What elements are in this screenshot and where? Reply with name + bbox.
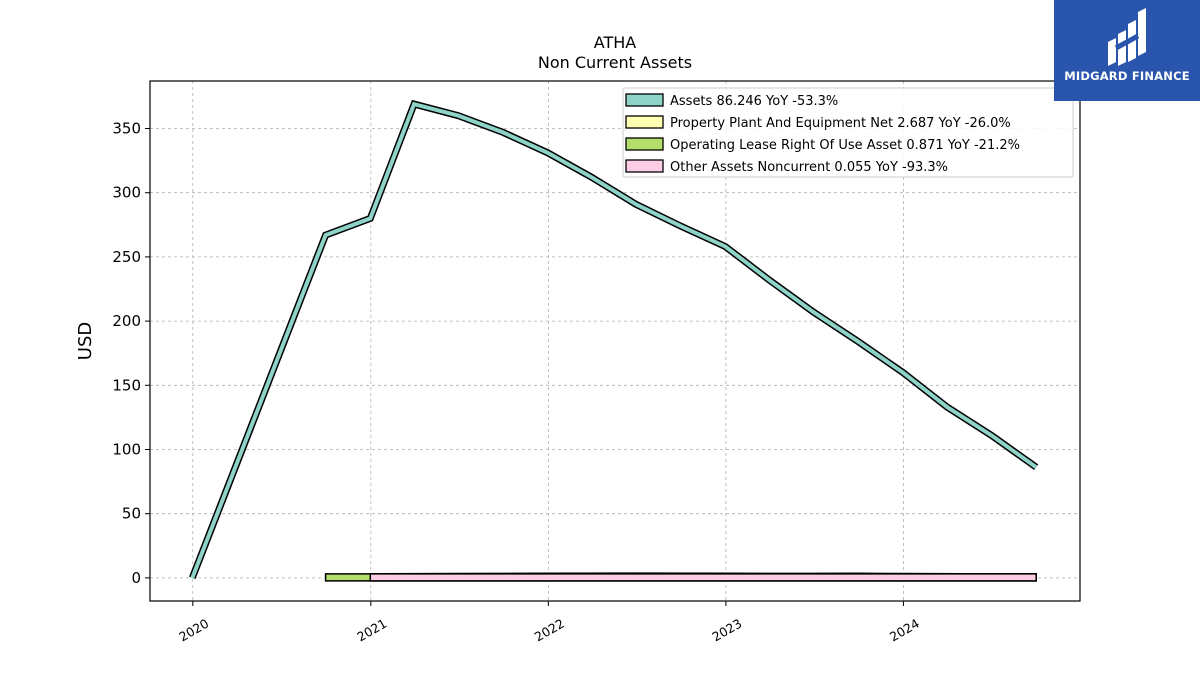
- y-tick-label: 0: [131, 569, 141, 587]
- series-area: [369, 573, 1037, 582]
- legend-label: Operating Lease Right Of Use Asset 0.871…: [670, 138, 1020, 153]
- y-tick-label: 200: [112, 312, 141, 330]
- midgard-finance-logo: MIDGARD FINANCE: [1054, 0, 1200, 101]
- legend-label: Assets 86.246 YoY -53.3%: [670, 94, 838, 109]
- x-tick-label: 2024: [887, 616, 922, 645]
- series-line: [190, 101, 1038, 579]
- y-tick-label: 350: [112, 120, 141, 138]
- legend-swatch: [625, 159, 664, 173]
- legend-swatch: [625, 93, 664, 107]
- plot-frame: [149, 80, 1081, 602]
- logo-mark-icon: [1108, 8, 1146, 66]
- logo-text: MIDGARD FINANCE: [1064, 69, 1190, 83]
- x-tick-label: 2020: [176, 616, 211, 645]
- y-tick-label: 150: [112, 376, 141, 394]
- chart-title: ATHA: [594, 33, 637, 52]
- legend-swatch: [625, 137, 664, 151]
- y-tick-label: 250: [112, 248, 141, 266]
- y-tick-label: 300: [112, 184, 141, 202]
- legend-label: Property Plant And Equipment Net 2.687 Y…: [670, 116, 1011, 131]
- y-tick-label: 100: [112, 440, 141, 458]
- legend-box: [622, 87, 1074, 178]
- y-axis-label: USD: [75, 322, 96, 360]
- x-tick-label: 2021: [354, 616, 389, 645]
- x-tick-label: 2022: [532, 616, 567, 645]
- legend-swatch: [625, 115, 664, 129]
- legend-label: Other Assets Noncurrent 0.055 YoY -93.3%: [670, 160, 948, 175]
- chart-subtitle: Non Current Assets: [538, 53, 692, 72]
- y-tick-label: 50: [122, 505, 141, 523]
- x-tick-label: 2023: [709, 616, 744, 645]
